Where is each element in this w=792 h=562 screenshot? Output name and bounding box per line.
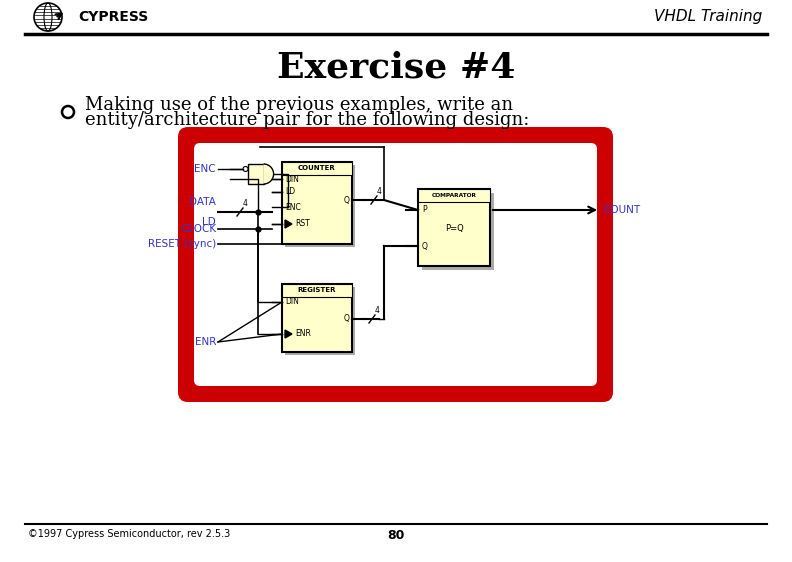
FancyBboxPatch shape <box>178 127 613 402</box>
Text: 80: 80 <box>387 529 405 542</box>
Text: ENR: ENR <box>195 337 216 347</box>
Text: LD: LD <box>285 188 295 197</box>
Bar <box>282 284 352 297</box>
Text: 4: 4 <box>243 199 248 208</box>
Text: P: P <box>422 206 427 215</box>
Text: RESET (sync): RESET (sync) <box>148 239 216 249</box>
Text: DIN: DIN <box>285 174 299 184</box>
Polygon shape <box>285 330 292 338</box>
Bar <box>285 165 355 247</box>
Text: entity/architecture pair for the following design:: entity/architecture pair for the followi… <box>85 111 529 129</box>
Text: P=Q: P=Q <box>444 224 463 233</box>
FancyBboxPatch shape <box>194 143 597 386</box>
Text: RST: RST <box>295 220 310 229</box>
Text: Q: Q <box>343 315 349 324</box>
Text: VHDL Training: VHDL Training <box>653 10 762 25</box>
Text: ENC: ENC <box>285 202 301 211</box>
Text: ©1997 Cypress Semiconductor, rev 2.5.3: ©1997 Cypress Semiconductor, rev 2.5.3 <box>28 529 230 539</box>
Text: ENC: ENC <box>194 164 216 174</box>
Circle shape <box>34 3 62 31</box>
Text: 4: 4 <box>375 306 380 315</box>
Bar <box>418 189 490 202</box>
Text: COUNT: COUNT <box>603 205 640 215</box>
Text: LD: LD <box>202 217 216 227</box>
Bar <box>248 164 264 184</box>
Text: Q: Q <box>422 242 428 251</box>
Bar <box>418 189 490 266</box>
Text: Q: Q <box>343 196 349 205</box>
Text: COUNTER: COUNTER <box>298 165 336 171</box>
Circle shape <box>243 166 248 171</box>
Wedge shape <box>264 164 273 184</box>
Bar <box>282 284 352 352</box>
Text: DIN: DIN <box>285 297 299 306</box>
Bar <box>282 162 352 175</box>
Text: CYPRESS: CYPRESS <box>78 10 148 24</box>
Text: DATA: DATA <box>189 197 216 207</box>
Text: 4: 4 <box>377 187 382 196</box>
Polygon shape <box>285 220 292 228</box>
Bar <box>285 287 355 355</box>
Text: Making use of the previous examples, write an: Making use of the previous examples, wri… <box>85 96 513 114</box>
Bar <box>282 162 352 244</box>
Text: COMPARATOR: COMPARATOR <box>432 193 477 198</box>
Text: Exercise #4: Exercise #4 <box>277 50 515 84</box>
Bar <box>422 193 494 270</box>
Text: REGISTER: REGISTER <box>298 288 337 293</box>
Text: CLOCK: CLOCK <box>181 224 216 234</box>
Text: ENR: ENR <box>295 329 311 338</box>
